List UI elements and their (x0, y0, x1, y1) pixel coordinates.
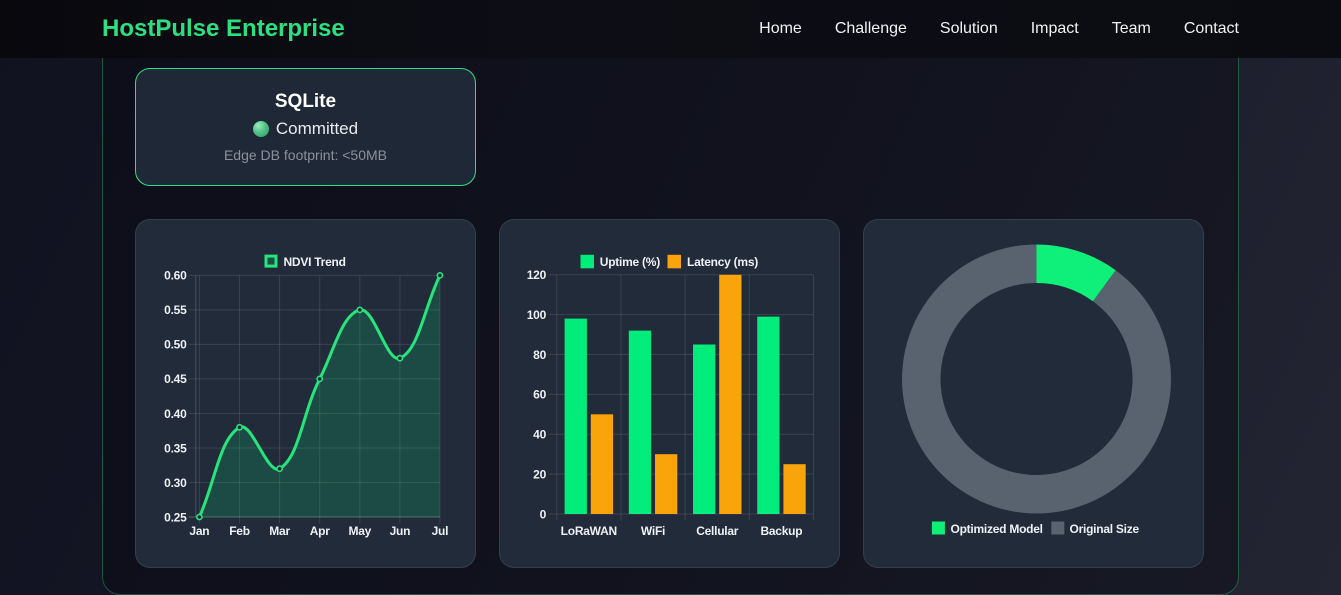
svg-text:0.25: 0.25 (164, 510, 187, 524)
svg-text:0.35: 0.35 (164, 441, 187, 455)
svg-text:40: 40 (533, 428, 546, 442)
svg-text:Mar: Mar (269, 524, 290, 538)
svg-text:Backup: Backup (760, 524, 802, 538)
svg-text:WiFi: WiFi (641, 524, 665, 538)
svg-text:20: 20 (533, 467, 546, 481)
svg-text:120: 120 (527, 268, 547, 282)
svg-text:0.40: 0.40 (164, 407, 187, 421)
svg-text:80: 80 (533, 348, 546, 362)
svg-text:Jan: Jan (189, 524, 209, 538)
svg-text:Optimized Model: Optimized Model (951, 522, 1043, 536)
svg-text:Uptime (%): Uptime (%) (600, 255, 660, 269)
svg-text:0.45: 0.45 (164, 372, 187, 386)
svg-text:60: 60 (533, 388, 546, 402)
svg-text:Jul: Jul (432, 524, 449, 538)
svg-text:LoRaWAN: LoRaWAN (561, 524, 617, 538)
svg-text:100: 100 (527, 308, 547, 322)
svg-text:NDVI Trend: NDVI Trend (284, 255, 346, 269)
svg-text:Apr: Apr (310, 524, 330, 538)
svg-text:Cellular: Cellular (696, 524, 739, 538)
svg-text:Feb: Feb (229, 524, 250, 538)
svg-text:May: May (349, 524, 372, 538)
svg-text:0.50: 0.50 (164, 338, 187, 352)
svg-text:Original Size: Original Size (1070, 522, 1140, 536)
svg-text:0.30: 0.30 (164, 476, 187, 490)
svg-text:Jun: Jun (390, 524, 411, 538)
svg-text:0.55: 0.55 (164, 303, 187, 317)
svg-text:0: 0 (540, 507, 547, 521)
svg-text:Latency (ms): Latency (ms) (687, 255, 758, 269)
svg-text:0.60: 0.60 (164, 269, 187, 283)
